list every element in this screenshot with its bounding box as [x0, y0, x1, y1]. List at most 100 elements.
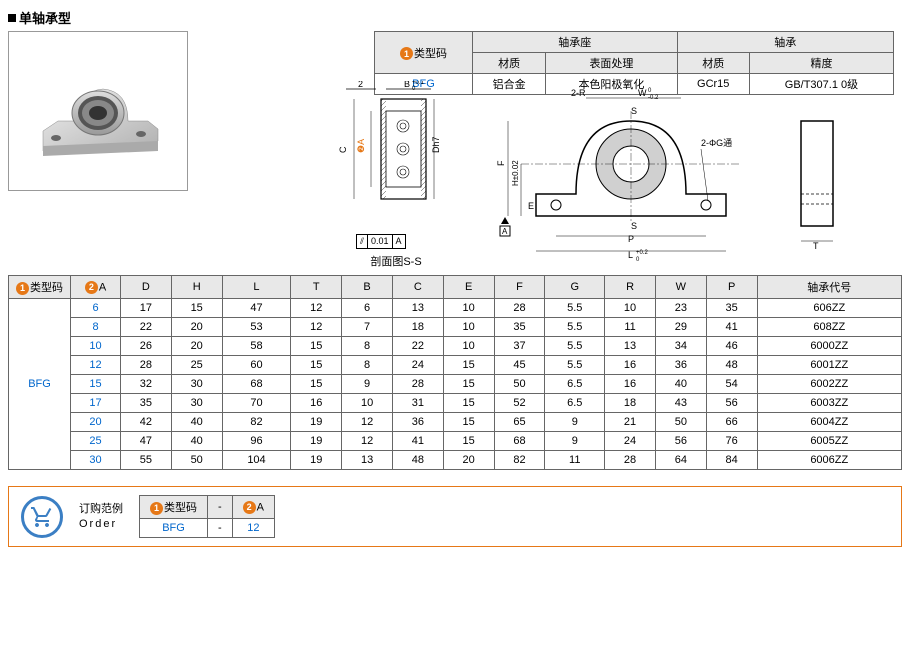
spec-cell: 24: [605, 432, 656, 451]
spec-cell: 20: [71, 413, 121, 432]
bearing-3d-render: [28, 51, 168, 171]
spec-cell: 34: [655, 337, 706, 356]
spec-cell: 16: [605, 375, 656, 394]
spec-cell: 68: [494, 432, 545, 451]
order-section: 订购范例 Order 1类型码 - 2A BFG - 12: [8, 486, 902, 547]
spec-cell: 40: [655, 375, 706, 394]
svg-text:S: S: [631, 221, 637, 231]
spec-cell: 30: [171, 394, 222, 413]
mat-th-material2: 材质: [677, 53, 749, 74]
order-title-en: Order: [79, 517, 123, 531]
tol-a: A: [393, 235, 405, 248]
spec-cell: 23: [655, 299, 706, 318]
spec-cell: 10: [443, 337, 494, 356]
spec-cell: 22: [392, 337, 443, 356]
page-title: 单轴承型: [19, 8, 71, 27]
svg-text:0: 0: [636, 257, 640, 263]
spec-cell: 10: [443, 318, 494, 337]
section-diagram: 2 B+0.1 0 C ❷A Dh7: [336, 81, 456, 269]
mat-th-typecode: 1类型码: [375, 32, 473, 74]
spec-cell: 12: [291, 299, 342, 318]
order-th-type-label: 类型码: [164, 502, 197, 514]
spec-cell: 31: [392, 394, 443, 413]
spec-cell: 18: [605, 394, 656, 413]
spec-th: H: [171, 276, 222, 299]
cart-icon: [21, 496, 63, 538]
spec-cell: 10: [605, 299, 656, 318]
spec-cell: 35: [121, 394, 172, 413]
svg-text:E: E: [528, 201, 534, 211]
spec-cell: 66: [706, 413, 757, 432]
spec-cell: 52: [494, 394, 545, 413]
spec-cell: 53: [222, 318, 291, 337]
spec-th: L: [222, 276, 291, 299]
side-svg: T: [786, 96, 856, 266]
spec-cell: 19: [291, 413, 342, 432]
order-val: 12: [232, 519, 274, 538]
svg-text:A: A: [502, 227, 508, 236]
spec-cell: 16: [291, 394, 342, 413]
spec-cell: 36: [392, 413, 443, 432]
spec-cell: 5.5: [545, 356, 605, 375]
spec-cell: 12: [342, 432, 393, 451]
spec-cell: 12: [342, 413, 393, 432]
order-title-cn: 订购范例: [79, 502, 123, 516]
spec-cell: 50: [494, 375, 545, 394]
spec-th: P: [706, 276, 757, 299]
spec-cell: 5.5: [545, 318, 605, 337]
spec-th: R: [605, 276, 656, 299]
spec-cell: 54: [706, 375, 757, 394]
spec-cell: 30: [171, 375, 222, 394]
spec-cell: 9: [545, 413, 605, 432]
mat-th-precision: 精度: [749, 53, 893, 74]
mat-th-seat: 轴承座: [472, 32, 677, 53]
spec-cell: 12: [71, 356, 121, 375]
spec-cell: 28: [392, 375, 443, 394]
spec-cell: 15: [291, 337, 342, 356]
page-title-bar: 单轴承型: [8, 8, 902, 27]
product-image: [8, 31, 188, 191]
spec-cell: 19: [291, 432, 342, 451]
spec-cell: 76: [706, 432, 757, 451]
spec-cell: 8: [71, 318, 121, 337]
spec-cell: 25: [71, 432, 121, 451]
svg-text:S: S: [631, 106, 637, 116]
svg-text:2-R: 2-R: [571, 88, 586, 98]
mat-th-surface: 表面处理: [546, 53, 677, 74]
spec-cell: 6.5: [545, 375, 605, 394]
spec-cell: 15: [443, 394, 494, 413]
spec-cell: 17: [71, 394, 121, 413]
spec-cell: 6: [342, 299, 393, 318]
spec-cell: 56: [706, 394, 757, 413]
spec-cell: 28: [121, 356, 172, 375]
side-diagram: T: [786, 96, 856, 269]
spec-cell: 37: [494, 337, 545, 356]
spec-cell: 8: [342, 337, 393, 356]
spec-cell: 48: [706, 356, 757, 375]
spec-cell: 9: [342, 375, 393, 394]
svg-text:B: B: [404, 81, 410, 89]
top-section: 1类型码 轴承座 轴承 材质 表面处理 材质 精度 BFG 铝合金 本色阳极氧化…: [8, 31, 902, 267]
spec-cell: 19: [291, 451, 342, 470]
spec-th: 1类型码: [9, 276, 71, 299]
spec-cell: 24: [392, 356, 443, 375]
spec-cell: 82: [222, 413, 291, 432]
spec-cell: 15: [291, 356, 342, 375]
order-th-type: 1类型码: [140, 496, 208, 519]
svg-text:L: L: [628, 250, 633, 260]
spec-cell: 28: [494, 299, 545, 318]
spec-cell: 45: [494, 356, 545, 375]
spec-cell: 96: [222, 432, 291, 451]
diagram-container: 2 B+0.1 0 C ❷A Dh7: [196, 81, 902, 267]
mat-th-bearing: 轴承: [677, 32, 893, 53]
order-th-dash: -: [208, 496, 233, 519]
spec-cell: 13: [342, 451, 393, 470]
spec-cell: 15: [443, 432, 494, 451]
spec-cell: 20: [171, 337, 222, 356]
svg-text:F: F: [496, 160, 506, 166]
spec-cell: 15: [443, 375, 494, 394]
order-code: BFG: [140, 519, 208, 538]
front-diagram: 2-R W 0-0.2 S 2-ΦG通 F H±0.02 E: [486, 86, 756, 269]
spec-cell: 15: [443, 356, 494, 375]
spec-cell: 7: [342, 318, 393, 337]
